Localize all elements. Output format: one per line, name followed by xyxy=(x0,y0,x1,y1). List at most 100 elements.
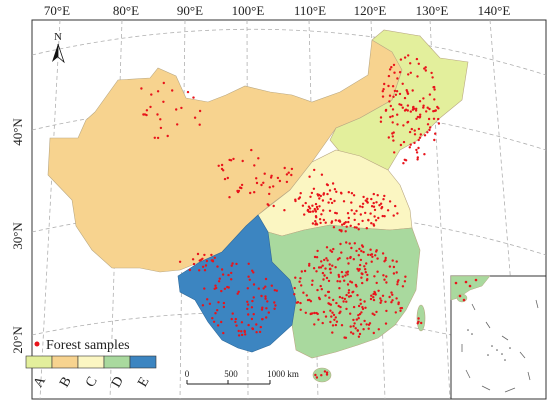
forest-sample-point xyxy=(322,193,325,196)
forest-sample-point xyxy=(299,308,302,311)
forest-sample-point xyxy=(404,159,408,162)
forest-sample-point xyxy=(416,158,419,161)
forest-sample-point xyxy=(331,264,334,267)
forest-sample-point xyxy=(408,146,411,149)
forest-sample-point xyxy=(203,269,207,272)
forest-sample-point xyxy=(339,242,342,246)
forest-sample-point xyxy=(402,124,405,127)
forest-sample-point xyxy=(331,311,334,314)
forest-sample-point xyxy=(334,316,337,319)
forest-sample-point xyxy=(252,283,256,286)
forest-sample-point xyxy=(223,287,227,290)
forest-sample-point xyxy=(398,92,402,96)
forest-sample-point xyxy=(413,133,417,136)
forest-sample-point xyxy=(346,273,349,276)
forest-sample-point xyxy=(255,323,258,326)
forest-sample-point xyxy=(433,138,436,142)
forest-sample-point xyxy=(324,267,327,270)
forest-sample-point xyxy=(375,201,378,204)
forest-sample-point xyxy=(273,301,276,304)
forest-sample-point xyxy=(433,88,436,91)
forest-sample-point xyxy=(329,267,332,270)
forest-sample-point xyxy=(345,293,348,297)
forest-sample-point xyxy=(357,254,360,257)
forest-sample-point xyxy=(352,258,355,261)
forest-sample-point xyxy=(232,157,235,161)
longitude-labels: 70°E 80°E 90°E 100°E 110°E 120°E 130°E 1… xyxy=(44,3,510,18)
forest-sample-point xyxy=(234,320,237,324)
forest-sample-point xyxy=(391,121,394,124)
forest-sample-point xyxy=(328,296,331,299)
north-arrow: N xyxy=(52,31,65,64)
forest-sample-point xyxy=(398,71,402,74)
forest-sample-point xyxy=(252,296,255,299)
forest-sample-point xyxy=(386,209,390,212)
forest-sample-point xyxy=(413,141,416,145)
forest-sample-point xyxy=(255,331,258,334)
forest-sample-point xyxy=(313,207,316,211)
forest-sample-point xyxy=(325,257,328,260)
forest-sample-point xyxy=(333,199,336,203)
lon-label: 90°E xyxy=(177,3,203,18)
forest-sample-point xyxy=(392,214,395,217)
forest-sample-point xyxy=(426,106,429,109)
forest-sample-point xyxy=(394,311,397,314)
forest-sample-point xyxy=(364,268,367,271)
forest-sample-point xyxy=(432,117,436,121)
forest-sample-point xyxy=(397,302,400,306)
forest-sample-point xyxy=(367,219,370,222)
forest-sample-point xyxy=(175,108,178,111)
forest-sample-point xyxy=(283,209,286,212)
forest-sample-point xyxy=(321,321,324,325)
forest-sample-point xyxy=(388,295,391,299)
forest-sample-point xyxy=(381,95,385,98)
forest-sample-point xyxy=(358,312,362,316)
forest-sample-point xyxy=(250,306,254,309)
forest-sample-point xyxy=(307,210,311,213)
forest-sample-point xyxy=(387,136,390,139)
forest-sample-point xyxy=(384,256,387,260)
forest-sample-point xyxy=(403,280,407,283)
forest-sample-point xyxy=(381,90,384,93)
forest-sample-point xyxy=(223,177,227,181)
forest-sample-point xyxy=(313,311,316,315)
forest-sample-point xyxy=(361,306,364,309)
forest-sample-point xyxy=(217,301,220,304)
forest-sample-point xyxy=(430,71,433,75)
forest-sample-point xyxy=(416,156,419,159)
forest-sample-point xyxy=(423,134,427,137)
forest-sample-point xyxy=(392,272,396,275)
forest-sample-point xyxy=(359,323,363,326)
forest-sample-point xyxy=(352,194,356,197)
forest-sample-point xyxy=(414,109,418,112)
forest-sample-point xyxy=(347,289,351,292)
forest-sample-point xyxy=(340,229,343,232)
forest-sample-point xyxy=(319,266,323,269)
forest-sample-point xyxy=(415,148,418,152)
forest-sample-point xyxy=(217,164,220,167)
forest-sample-point xyxy=(353,226,356,229)
forest-sample-point xyxy=(323,274,326,277)
forest-sample-point xyxy=(311,210,315,213)
forest-sample-point xyxy=(391,293,394,296)
forest-sample-point xyxy=(308,264,311,267)
forest-sample-point xyxy=(342,300,345,303)
forest-sample-point xyxy=(210,253,213,257)
forest-sample-point xyxy=(316,207,319,211)
forest-sample-point xyxy=(304,311,307,314)
forest-sample-point xyxy=(252,271,255,274)
forest-sample-point xyxy=(322,209,325,212)
forest-sample-point xyxy=(294,276,297,279)
forest-sample-point xyxy=(345,300,348,303)
forest-sample-point xyxy=(371,312,374,315)
forest-sample-point xyxy=(235,262,238,266)
lon-label: 140°E xyxy=(478,3,511,18)
forest-sample-point xyxy=(310,283,314,286)
forest-sample-point xyxy=(313,323,316,326)
forest-sample-point xyxy=(300,284,303,287)
forest-sample-point xyxy=(251,269,254,272)
forest-sample-point xyxy=(346,212,350,215)
forest-sample-point xyxy=(264,297,267,300)
forest-sample-point xyxy=(322,310,326,314)
forest-sample-point xyxy=(250,148,253,152)
